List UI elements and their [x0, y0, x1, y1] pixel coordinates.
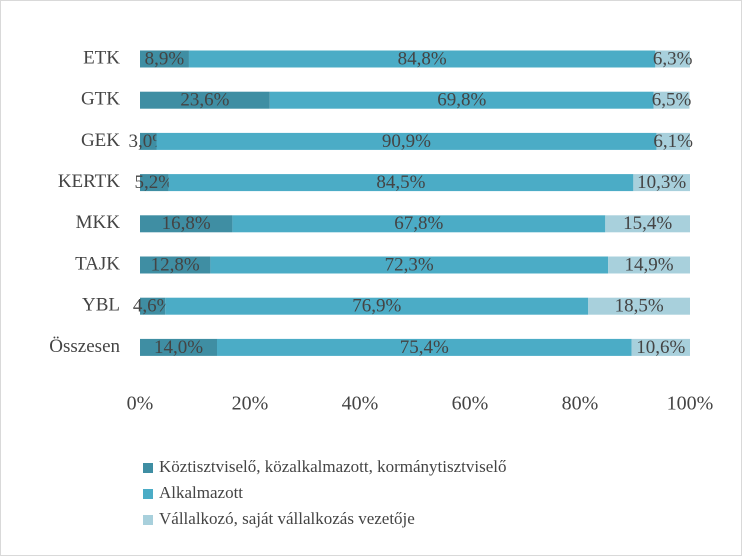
data-label: 14,9%	[624, 254, 673, 275]
data-label: 16,8%	[162, 213, 211, 234]
bar-segment	[631, 338, 690, 356]
data-label: 5,2%	[135, 172, 175, 193]
data-label: 69,8%	[437, 90, 486, 111]
x-tick-label: 80%	[562, 393, 599, 415]
y-tick-label: TAJK	[75, 253, 120, 274]
data-label: 6,1%	[653, 131, 693, 152]
data-label: 14,0%	[154, 337, 203, 358]
bar-segment	[140, 338, 217, 356]
bar-segment	[140, 297, 166, 315]
bar-segment	[210, 256, 609, 274]
bar-segment	[156, 132, 657, 150]
data-label: 84,5%	[376, 172, 425, 193]
bar-segment	[217, 338, 632, 356]
legend-label: Alkalmazott	[159, 483, 243, 502]
data-label: 67,8%	[394, 213, 443, 234]
bar-segment	[655, 50, 690, 68]
y-tick-label: GTK	[81, 89, 120, 110]
y-tick-label: YBL	[82, 295, 120, 316]
x-tick-label: 0%	[127, 393, 154, 415]
bar-segment	[140, 256, 211, 274]
data-label: 75,4%	[400, 337, 449, 358]
data-label: 8,9%	[145, 48, 185, 69]
data-label: 10,3%	[637, 172, 686, 193]
bar-segment	[269, 91, 654, 109]
x-tick-label: 20%	[232, 393, 269, 415]
data-label: 23,6%	[180, 90, 229, 111]
bar-segment	[605, 215, 690, 233]
data-label: 4,6%	[133, 296, 173, 317]
y-tick-label: Összesen	[49, 336, 120, 357]
bar-segment	[188, 50, 656, 68]
data-label: 10,6%	[636, 337, 685, 358]
bar-segment	[140, 132, 157, 150]
bar-segment	[608, 256, 690, 274]
data-label: 72,3%	[385, 254, 434, 275]
y-tick-label: KERTK	[58, 171, 120, 192]
y-tick-label: ETK	[83, 47, 120, 68]
y-tick-label: MKK	[76, 212, 121, 233]
data-label: 18,5%	[615, 296, 664, 317]
bar-segment	[165, 297, 589, 315]
x-tick-label: 40%	[342, 393, 379, 415]
legend-swatch	[143, 489, 153, 499]
bar-segment	[140, 91, 270, 109]
bar-segment	[633, 174, 690, 192]
bar-segment	[656, 132, 690, 150]
bar-segment	[653, 91, 690, 109]
data-label: 6,5%	[652, 90, 692, 111]
data-label: 84,8%	[398, 48, 447, 69]
legend-label: Köztisztviselő, közalkalmazott, kormányt…	[159, 457, 506, 476]
x-tick-label: 100%	[667, 393, 714, 415]
bar-segment	[140, 174, 169, 192]
data-label: 12,8%	[151, 254, 200, 275]
legend-swatch	[143, 463, 153, 473]
y-tick-label: GEK	[81, 130, 120, 151]
data-label: 6,3%	[653, 48, 693, 69]
bar-segment	[140, 215, 233, 233]
bar-segment	[588, 297, 690, 315]
x-tick-label: 60%	[452, 393, 489, 415]
data-label: 76,9%	[352, 296, 401, 317]
bar-segment	[140, 50, 189, 68]
legend-label: Vállalkozó, saját vállalkozás vezetője	[159, 509, 415, 528]
bar-segment	[232, 215, 606, 233]
data-label: 90,9%	[382, 131, 431, 152]
data-label: 15,4%	[623, 213, 672, 234]
legend-swatch	[143, 515, 153, 525]
bar-segment	[168, 174, 634, 192]
